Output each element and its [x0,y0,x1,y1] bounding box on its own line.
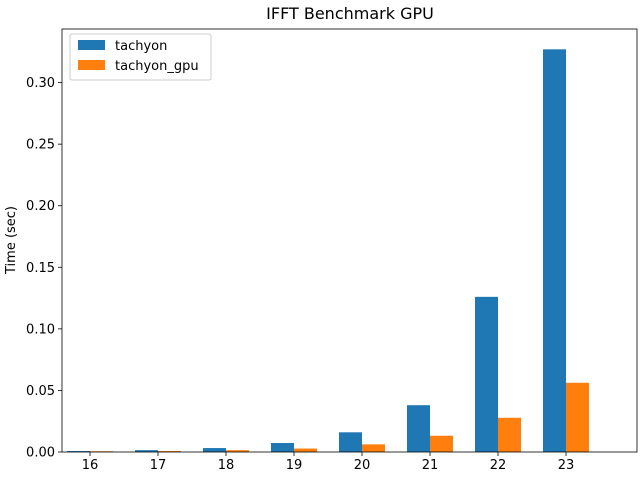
bar-tachyon_gpu-18 [226,450,249,452]
y-axis-label: Time (sec) [4,206,19,275]
bar-tachyon_gpu-17 [158,451,181,452]
chart-title: IFFT Benchmark GPU [266,4,434,23]
y-tick-label: 0.15 [26,261,55,276]
bars-group [67,49,589,452]
y-tick-label: 0.25 [26,138,55,153]
x-tick-label: 22 [490,458,507,473]
plot-frame [61,28,638,453]
y-tick-label: 0.10 [26,322,55,337]
x-tick-label: 20 [354,458,371,473]
bar-tachyon_gpu-19 [294,448,317,452]
bar-tachyon-16 [67,451,90,452]
legend-swatch-tachyon [78,40,105,50]
legend: tachyon tachyon_gpu [69,33,212,81]
bar-tachyon-19 [271,443,294,452]
x-tick-label: 18 [218,458,235,473]
x-tick-label: 23 [558,458,575,473]
x-tick-label: 17 [150,458,167,473]
bar-tachyon-23 [543,49,566,452]
y-tick-label: 0.20 [26,199,55,214]
x-tick-label: 16 [82,458,99,473]
ticks-group: 16 17 18 19 20 21 22 23 0.00 0.05 0.10 0.15 0.20 0.25… [26,76,574,473]
bar-tachyon-20 [339,432,362,452]
bar-tachyon_gpu-21 [430,435,453,452]
bar-tachyon-18 [203,448,226,452]
bar-tachyon_gpu-23 [566,382,589,452]
legend-label-tachyon_gpu: tachyon_gpu [115,59,199,74]
bar-tachyon_gpu-22 [498,417,521,452]
legend-swatch-tachyon_gpu [78,60,105,70]
bar-tachyon-21 [407,405,430,452]
bar-tachyon-17 [135,450,158,452]
y-tick-label: 0.30 [26,76,55,91]
x-tick-label: 21 [422,458,439,473]
bar-tachyon_gpu-20 [362,444,385,452]
x-tick-label: 19 [286,458,303,473]
legend-box [69,33,212,81]
y-tick-label: 0.00 [26,446,55,461]
legend-label-tachyon: tachyon [115,39,167,54]
bar-tachyon-22 [475,296,498,452]
y-tick-label: 0.05 [26,384,55,399]
